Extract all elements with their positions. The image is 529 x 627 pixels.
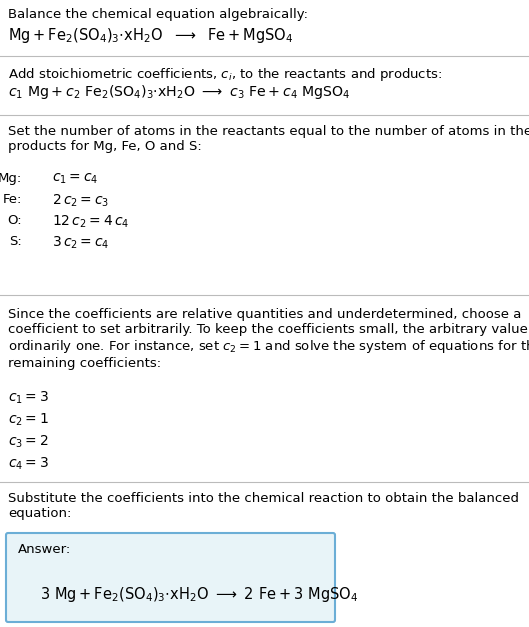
Text: Answer:: Answer: [18,543,71,556]
Text: Mg:: Mg: [0,172,22,185]
Text: $12\,c_2 = 4\,c_4$: $12\,c_2 = 4\,c_4$ [52,214,130,230]
Text: $c_4 = 3$: $c_4 = 3$ [8,456,49,472]
Text: Set the number of atoms in the reactants equal to the number of atoms in the
pro: Set the number of atoms in the reactants… [8,125,529,153]
Text: $c_1\ \mathrm{Mg} + c_2\ \mathrm{Fe_2(SO_4)_3{\cdot}xH_2O}\ \longrightarrow\ c_3: $c_1\ \mathrm{Mg} + c_2\ \mathrm{Fe_2(SO… [8,83,351,101]
Text: $\mathrm{Mg + Fe_2(SO_4)_3{\cdot}xH_2O}\ \ \longrightarrow\ \ \mathrm{Fe + MgSO_: $\mathrm{Mg + Fe_2(SO_4)_3{\cdot}xH_2O}\… [8,26,294,45]
Text: $c_2 = 1$: $c_2 = 1$ [8,412,49,428]
Text: $c_3 = 2$: $c_3 = 2$ [8,434,49,450]
Text: $2\,c_2 = c_3$: $2\,c_2 = c_3$ [52,193,110,209]
Text: $c_1 = 3$: $c_1 = 3$ [8,390,49,406]
Text: Substitute the coefficients into the chemical reaction to obtain the balanced
eq: Substitute the coefficients into the che… [8,492,519,520]
Text: O:: O: [7,214,22,227]
Text: Add stoichiometric coefficients, $c_i$, to the reactants and products:: Add stoichiometric coefficients, $c_i$, … [8,66,442,83]
FancyBboxPatch shape [6,533,335,622]
Text: Since the coefficients are relative quantities and underdetermined, choose a
coe: Since the coefficients are relative quan… [8,308,529,371]
Text: $3\,c_2 = c_4$: $3\,c_2 = c_4$ [52,235,110,251]
Text: Balance the chemical equation algebraically:: Balance the chemical equation algebraica… [8,8,308,21]
Text: $c_1 = c_4$: $c_1 = c_4$ [52,172,98,186]
Text: S:: S: [9,235,22,248]
Text: Fe:: Fe: [3,193,22,206]
Text: $3\ \mathrm{Mg + Fe_2(SO_4)_3{\cdot}xH_2O}\ \longrightarrow\ 2\ \mathrm{Fe + 3\ : $3\ \mathrm{Mg + Fe_2(SO_4)_3{\cdot}xH_2… [40,585,358,604]
